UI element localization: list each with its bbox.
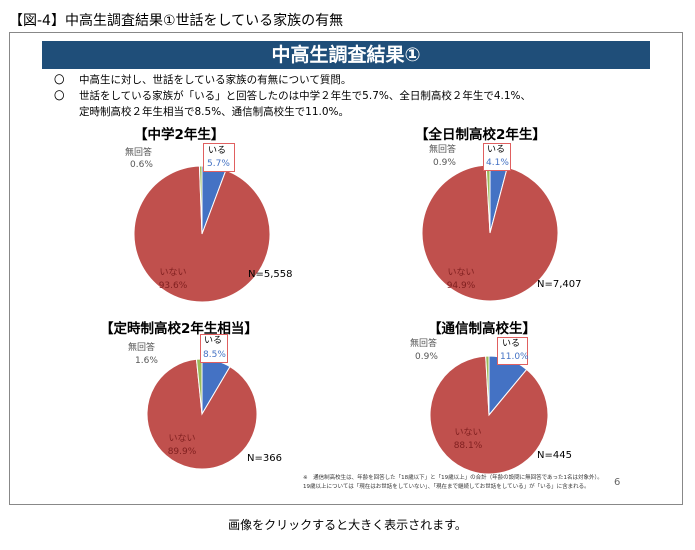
iru-callout-box (200, 334, 228, 363)
chart-title: 【通信制高校生】 (428, 321, 536, 337)
inai-value: 93.6% (158, 281, 188, 291)
sample-size: N=445 (537, 450, 572, 461)
figure-caption-title: 【図-4】中高生調査結果①世話をしている家族の有無 (9, 13, 344, 29)
bullet-mark: 〇 (54, 74, 65, 86)
pie-charts (133, 164, 559, 475)
inai-label: いない (447, 268, 475, 278)
iru-label: いる (204, 336, 223, 346)
inai-slice (421, 164, 559, 302)
mukaitou-label: 無回答 (410, 339, 438, 349)
chart-title: 【定時制高校2年生相当】 (100, 321, 258, 337)
mukaitou-value: 1.6% (135, 356, 158, 366)
slide-banner-title: 中高生調査結果① (42, 41, 650, 69)
iru-label: いる (208, 146, 227, 156)
chart-title: 【中学2年生】 (134, 127, 225, 143)
click-to-enlarge-caption: 画像をクリックすると大きく表示されます。 (228, 518, 467, 532)
mukaitou-value: 0.6% (130, 160, 153, 170)
iru-label: いる (487, 145, 506, 155)
inai-value: 94.9% (446, 281, 476, 291)
mukaitou-slice (198, 165, 203, 235)
inai-value: 88.1% (453, 441, 483, 451)
page-number: 6 (614, 477, 621, 488)
iru-value: 5.7% (207, 159, 230, 169)
iru-label: いる (502, 339, 521, 349)
inai-label: いない (168, 434, 196, 444)
footnote-line-2: 19歳以上については「現在はお世話をしていない」、「現在まで継続してお世話をして… (303, 484, 590, 490)
inai-slice (429, 355, 549, 475)
inai-value: 89.9% (167, 447, 197, 457)
inai-slice (146, 358, 258, 470)
footnote: ※ 通信制高校生は、年齢を回答した「18歳以下」と「19歳以上」の合計（年齢の設… (303, 474, 603, 492)
bullet-text: 中高生に対し、世話をしている家族の有無について質問。 (79, 74, 352, 86)
inai-slice (133, 165, 271, 303)
iru-callout-box (497, 337, 528, 365)
sample-size: N=366 (247, 453, 282, 464)
iru-callout-box (483, 143, 511, 171)
mukaitou-slice (485, 355, 490, 416)
mukaitou-label: 無回答 (125, 148, 153, 158)
inai-label: いない (159, 268, 187, 278)
footnote-line-1: ※ 通信制高校生は、年齢を回答した「18歳以下」と「19歳以上」の合計（年齢の設… (303, 475, 603, 481)
sample-size: N=5,558 (248, 269, 293, 280)
slide-image[interactable]: 中高生調査結果① 〇 中高生に対し、世話をしている家族の有無について質問。 〇 … (9, 32, 683, 505)
inai-label: いない (454, 428, 482, 438)
iru-value: 11.0% (500, 352, 529, 362)
mukaitou-label: 無回答 (429, 145, 457, 155)
bullet-2-continuation: 定時制高校２年生相当で8.5%、通信制高校生で11.0%。 (79, 106, 350, 118)
chart-title: 【全日制高校2年生】 (415, 127, 546, 143)
mukaitou-value: 0.9% (433, 158, 456, 168)
bullet-text: 世話をしている家族が「いる」と回答したのは中学２年生で5.7%、全日制高校２年生… (79, 90, 532, 102)
iru-value: 8.5% (203, 350, 226, 360)
mukaitou-label: 無回答 (128, 343, 156, 353)
bullet-mark: 〇 (54, 90, 65, 102)
sample-size: N=7,407 (537, 279, 582, 290)
iru-value: 4.1% (486, 158, 509, 168)
mukaitou-value: 0.9% (415, 352, 438, 362)
iru-callout-box (203, 143, 235, 172)
